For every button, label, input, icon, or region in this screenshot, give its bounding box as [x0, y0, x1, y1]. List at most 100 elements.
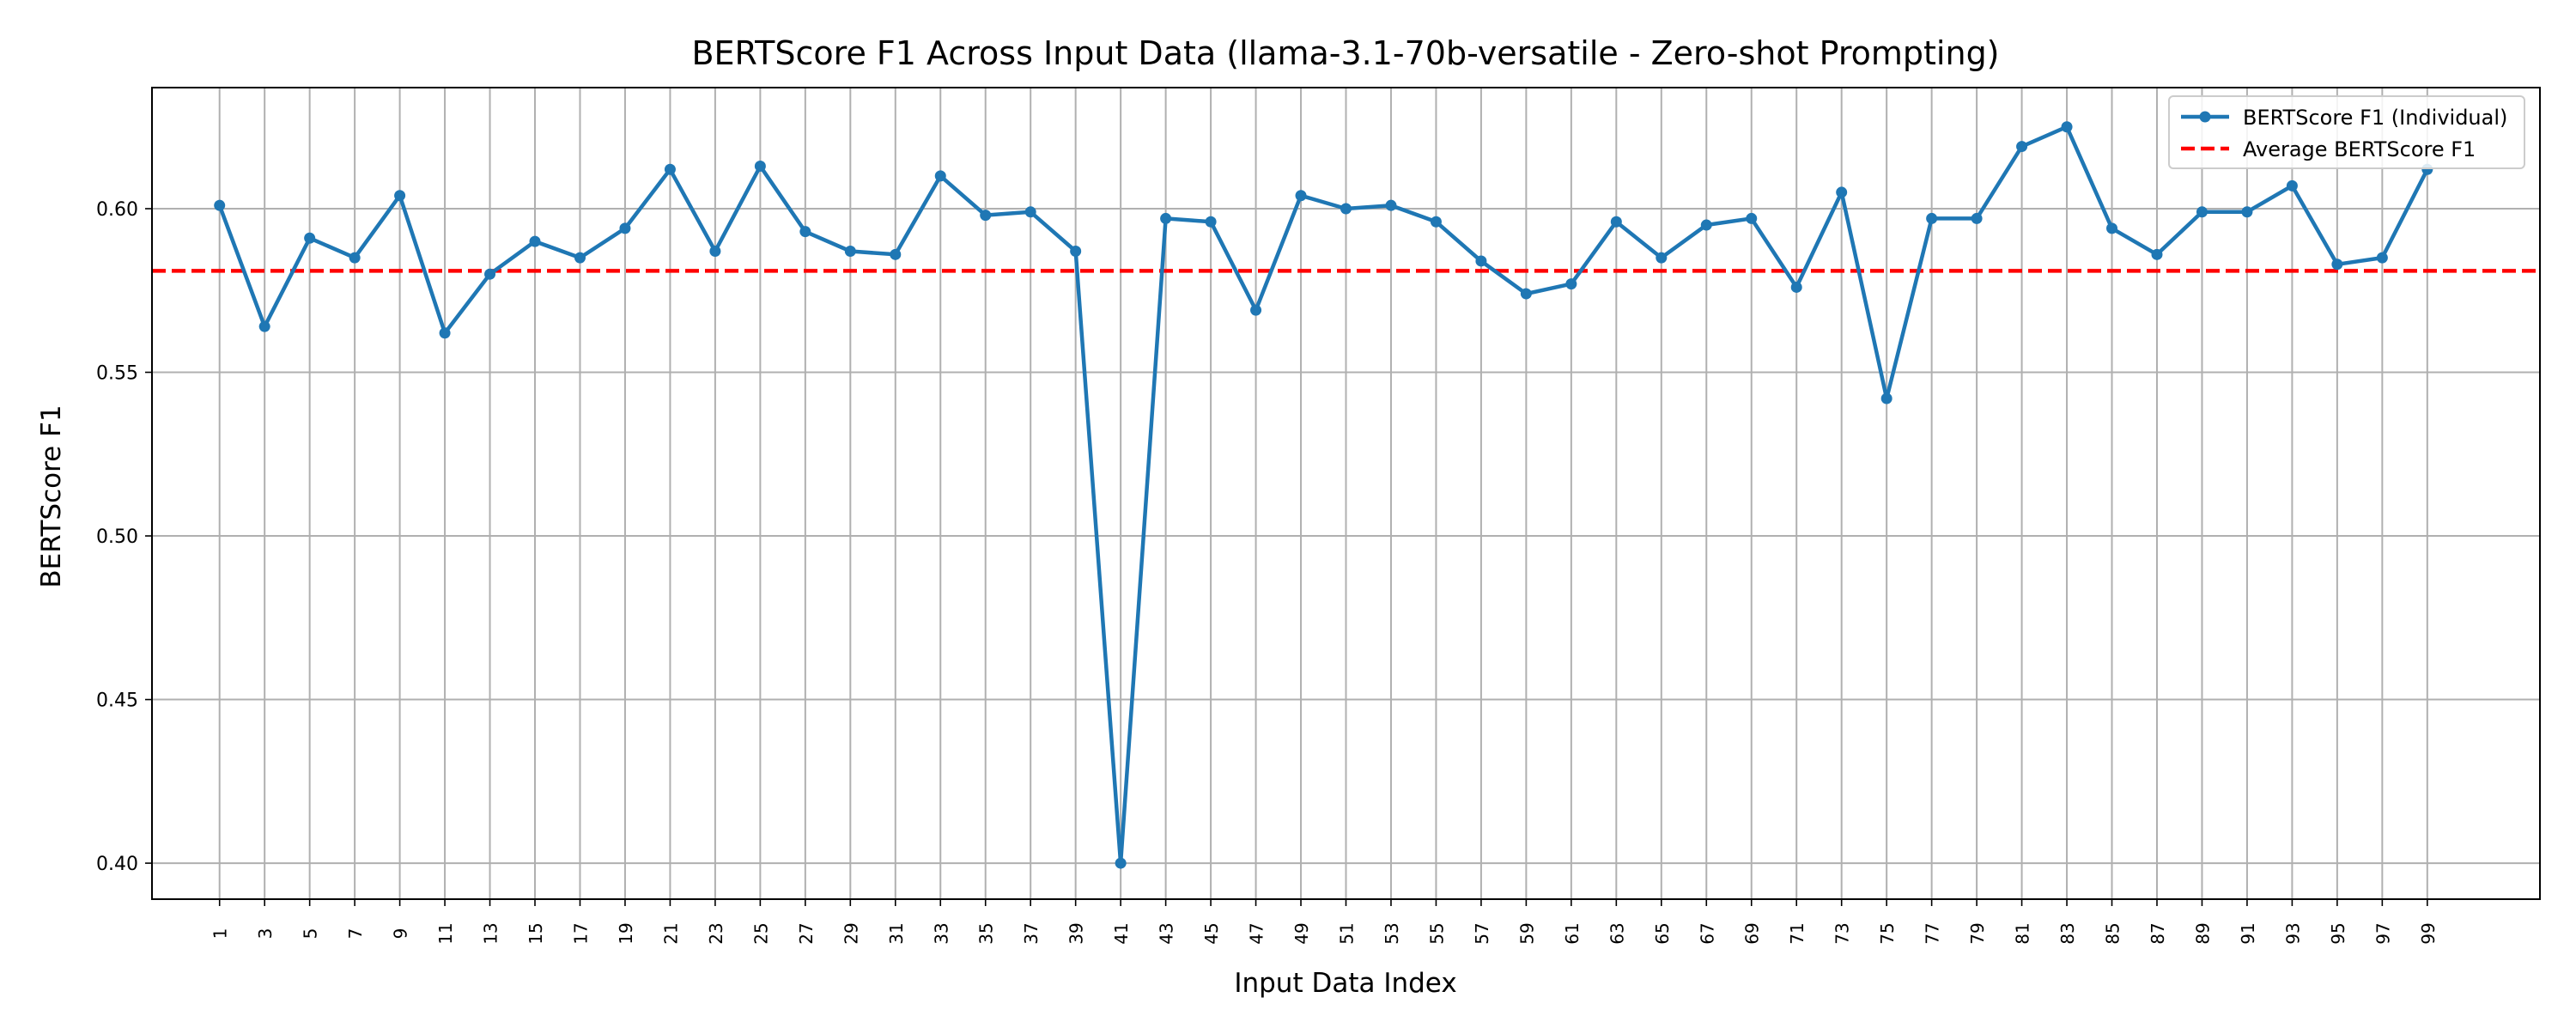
data-point [2106, 222, 2118, 234]
data-point [754, 160, 766, 172]
x-tick-label: 5 [301, 928, 321, 940]
data-point [394, 190, 406, 202]
data-point [1295, 190, 1307, 202]
data-point [1430, 216, 1442, 228]
x-tick-label: 11 [435, 922, 456, 944]
x-tick-label: 67 [1697, 922, 1717, 944]
x-tick-label: 57 [1472, 922, 1492, 944]
x-tick-label: 33 [931, 922, 951, 944]
x-tick-label: 1 [210, 928, 231, 940]
x-tick-label: 35 [976, 922, 997, 944]
data-point [2331, 258, 2343, 271]
y-axis-label: BERTScore F1 [36, 404, 67, 587]
x-tick-label: 75 [1877, 922, 1898, 944]
x-tick-label: 41 [1111, 922, 1132, 944]
series-line-individual [217, 125, 2429, 866]
grid [152, 88, 2540, 899]
data-point [304, 232, 316, 244]
data-point [2241, 206, 2253, 218]
data-point [2151, 248, 2163, 260]
data-point [1880, 392, 1893, 404]
data-point [1656, 252, 1668, 264]
x-tick-label: 7 [345, 928, 366, 940]
x-tick-label: 73 [1832, 922, 1853, 944]
data-point [1250, 304, 1262, 316]
legend-label-individual: BERTScore F1 (Individual) [2243, 106, 2507, 130]
data-point [1024, 206, 1036, 218]
chart-title: BERTScore F1 Across Input Data (llama-3.… [691, 34, 1999, 72]
x-tick-label: 31 [886, 922, 907, 944]
x-tick-label: 99 [2418, 922, 2439, 944]
x-tick-label: 59 [1516, 922, 1537, 944]
data-point [1700, 219, 1712, 231]
data-point [349, 252, 361, 264]
x-tick-label: 89 [2192, 922, 2213, 944]
data-point [574, 252, 586, 264]
x-tick-label: 55 [1426, 922, 1447, 944]
data-point [258, 320, 270, 332]
x-tick-label: 21 [660, 922, 681, 944]
x-tick-label: 49 [1291, 922, 1312, 944]
data-point [619, 222, 631, 234]
data-point [1205, 216, 1217, 228]
data-point [2016, 141, 2028, 153]
data-point [2286, 179, 2298, 192]
x-tick-label: 91 [2238, 922, 2258, 944]
x-tick-label: 45 [1201, 922, 1222, 944]
x-tick-label: 79 [1967, 922, 1988, 944]
data-point [1340, 203, 1352, 215]
data-point [799, 226, 811, 238]
y-tick-label: 0.40 [96, 854, 138, 875]
x-tick-label: 95 [2328, 922, 2348, 944]
x-tick-label: 39 [1066, 922, 1087, 944]
x-tick-label: 63 [1607, 922, 1627, 944]
x-tick-label: 37 [1021, 922, 1042, 944]
data-point [1475, 255, 1487, 267]
series-layer [214, 121, 2433, 869]
data-point [1520, 288, 1532, 300]
data-point [1565, 278, 1577, 290]
legend-box [2168, 95, 2525, 169]
axis-ticks: 1 3 5 7 9 11 13 15 17 19 21 23 25 27 29 31 33 35 37 39 41 43 4… [96, 199, 2439, 945]
y-tick-label: 0.55 [96, 363, 138, 385]
x-tick-label: 83 [2057, 922, 2078, 944]
data-point [1385, 199, 1397, 211]
x-tick-label: 47 [1247, 922, 1267, 944]
y-tick-label: 0.45 [96, 690, 138, 712]
data-point [1070, 246, 1082, 258]
data-point [844, 246, 856, 258]
data-point [1115, 857, 1127, 869]
x-tick-label: 97 [2372, 922, 2393, 944]
data-point [2196, 206, 2208, 218]
x-tick-label: 51 [1337, 922, 1358, 944]
data-point [484, 268, 496, 280]
x-tick-label: 23 [706, 922, 726, 944]
x-tick-label: 3 [255, 928, 276, 940]
x-axis-label: Input Data Index [1234, 968, 1456, 999]
x-tick-label: 17 [570, 922, 591, 944]
data-point [890, 248, 902, 260]
data-point [1790, 281, 1802, 293]
x-tick-label: 93 [2282, 922, 2303, 944]
y-tick-label: 0.50 [96, 526, 138, 548]
x-tick-label: 71 [1787, 922, 1807, 944]
legend-label-average: Average BERTScore F1 [2243, 137, 2476, 161]
x-tick-label: 13 [481, 922, 501, 944]
data-point [1836, 186, 1848, 198]
data-point [529, 235, 541, 247]
data-point [214, 199, 226, 211]
data-point [1926, 212, 1938, 224]
y-tick-label: 0.60 [96, 199, 138, 221]
data-point [664, 163, 676, 175]
data-point [1746, 212, 1758, 224]
data-point [1160, 212, 1172, 224]
data-point [709, 246, 721, 258]
x-tick-label: 69 [1742, 922, 1763, 944]
data-point [934, 170, 946, 182]
x-tick-label: 15 [526, 922, 546, 944]
x-tick-label: 19 [616, 922, 636, 944]
x-tick-label: 53 [1382, 922, 1402, 944]
data-point [2061, 121, 2073, 133]
